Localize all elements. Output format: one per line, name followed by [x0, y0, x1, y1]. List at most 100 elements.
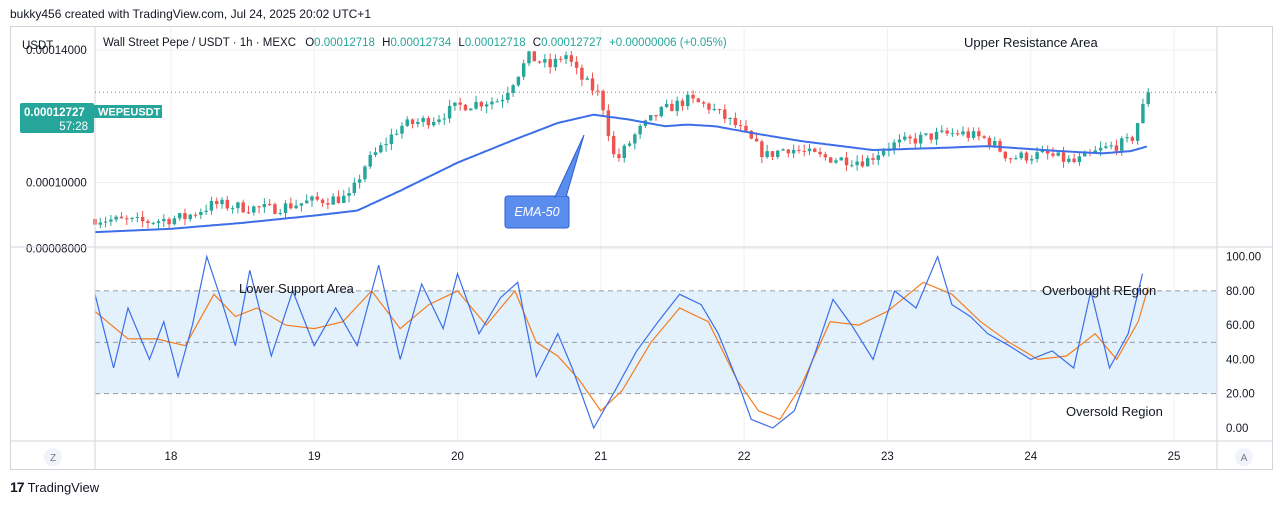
candle-body [945, 130, 949, 134]
price-tick-label: 0.00014000 [26, 45, 87, 57]
candle-body [215, 200, 219, 205]
candle-body [749, 130, 753, 139]
candle-body [193, 214, 198, 216]
lower-support-label: Lower Support Area [239, 281, 355, 296]
candle-body [262, 204, 267, 208]
candle-body [633, 134, 637, 144]
candle-body [283, 203, 288, 213]
candle-body [791, 149, 796, 154]
candle-body [596, 90, 600, 92]
candle-body [648, 115, 653, 121]
candle-body [140, 216, 145, 222]
candle-body [125, 218, 129, 220]
candle-body [177, 213, 182, 219]
candle-body [654, 115, 658, 117]
log-scale-button[interactable]: Z [44, 448, 62, 466]
candle-body [495, 101, 499, 103]
candle-body [474, 101, 478, 109]
candle-body [892, 142, 896, 149]
stoch-d-line [94, 281, 1149, 421]
candle-body [802, 150, 806, 152]
axes: 18 19 20 21 22 23 24 25 0.00014000 0.00010000 0.00… [26, 45, 1261, 463]
candle-body [273, 204, 277, 214]
candle-body [469, 108, 473, 111]
candle-body [987, 137, 992, 146]
candle-body [151, 222, 155, 224]
candle-body [760, 141, 764, 158]
candle-body [294, 205, 298, 209]
candle-body [659, 106, 664, 117]
candle-body [1135, 123, 1140, 141]
candle-body [950, 133, 955, 135]
candle-body [765, 151, 769, 158]
stoch-k-line [94, 254, 1144, 430]
ema-callout-label: EMA-50 [514, 205, 559, 219]
candle-body [511, 85, 515, 93]
candle-body [1082, 152, 1087, 157]
candle-body [971, 131, 976, 138]
candle-body [1109, 145, 1113, 147]
candle-body [1035, 152, 1039, 160]
candle-body [394, 133, 399, 135]
candle-body [357, 179, 362, 183]
candle-body [1014, 158, 1018, 160]
candle-body [934, 131, 939, 140]
tradingview-logo-icon: 17 [10, 479, 25, 495]
candle-body [162, 219, 166, 222]
candle-body [130, 217, 134, 219]
auto-scale-button[interactable]: A [1235, 448, 1253, 466]
candle-body [701, 102, 706, 104]
candle-body [183, 213, 187, 220]
candle-body [315, 196, 320, 200]
candle-body [865, 158, 870, 167]
close-value: 0.00012727 [541, 37, 602, 49]
auto-scale-button-label: A [1241, 453, 1248, 464]
candle-body [400, 125, 404, 134]
candle-body [574, 61, 579, 68]
candle-body [712, 109, 716, 111]
candle-body [871, 158, 875, 160]
candle-body [1067, 158, 1071, 162]
candle-body [1093, 150, 1098, 153]
candle-body [347, 193, 351, 196]
candle-body [786, 149, 791, 154]
candle-body [368, 155, 372, 167]
candle-body [442, 118, 447, 120]
candle-body [728, 117, 732, 119]
candle-body [246, 212, 251, 214]
candle-body [458, 102, 462, 105]
candle-body [516, 76, 521, 86]
price-tick-label: 0.00008000 [26, 244, 87, 256]
candle-body [977, 131, 981, 137]
candle-body [230, 208, 235, 210]
candle-body [680, 100, 685, 107]
x-tick-label: 20 [451, 451, 464, 463]
stoch-tick-label: 20.00 [1226, 389, 1255, 401]
candle-body [1125, 137, 1129, 139]
tradingview-logo[interactable]: 17 TradingView [10, 479, 99, 495]
x-tick-label: 25 [1168, 451, 1181, 463]
price-tick-label: 0.00010000 [26, 177, 87, 189]
candle-body [447, 105, 452, 119]
candle-body [553, 58, 558, 68]
low-value: 0.00012718 [465, 37, 526, 49]
candle-body [463, 104, 468, 111]
candle-body [172, 218, 177, 225]
high-value: 0.00012734 [390, 37, 451, 49]
candle-body [961, 131, 965, 135]
candle-body [580, 67, 584, 80]
candle-body [564, 55, 568, 60]
x-tick-label: 21 [594, 451, 607, 463]
candle-body [410, 119, 415, 125]
currency-label[interactable]: USDT [22, 40, 53, 52]
candle-body [426, 117, 431, 126]
candle-body [1114, 145, 1119, 151]
candle-body [299, 203, 304, 206]
candle-body [257, 206, 261, 208]
candle-body [405, 119, 409, 126]
candle-body [109, 219, 113, 222]
candle-body [813, 148, 817, 152]
stoch-tick-label: 100.00 [1226, 252, 1261, 264]
candle-body [611, 135, 616, 155]
